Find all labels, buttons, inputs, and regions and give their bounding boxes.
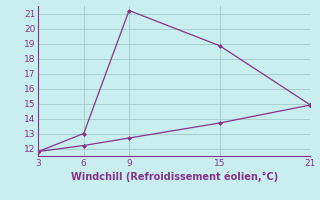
X-axis label: Windchill (Refroidissement éolien,°C): Windchill (Refroidissement éolien,°C) xyxy=(71,172,278,182)
